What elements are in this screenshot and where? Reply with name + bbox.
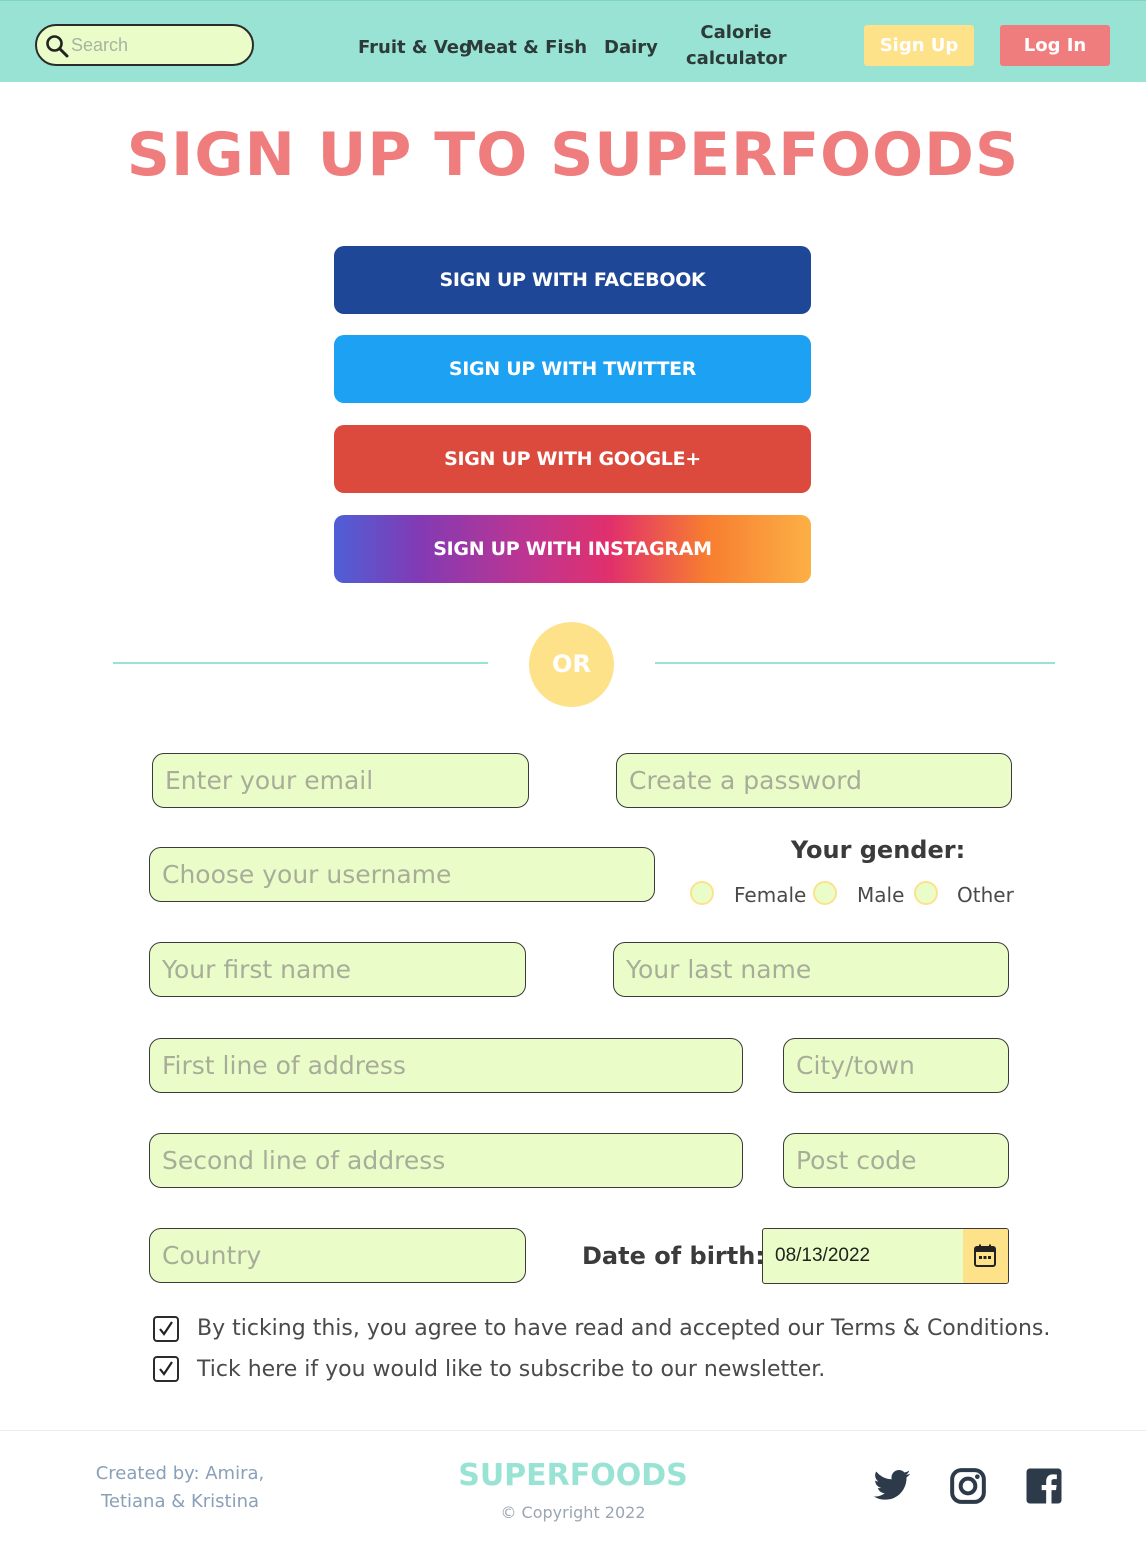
- signup-facebook-button[interactable]: SIGN UP WITH FACEBOOK: [334, 246, 811, 314]
- checkmark-icon: [159, 1321, 173, 1336]
- address-line2-field[interactable]: [149, 1133, 743, 1188]
- address-line1-field[interactable]: [149, 1038, 743, 1093]
- nav-link-dairy[interactable]: Dairy: [604, 37, 658, 58]
- footer-copyright: © Copyright 2022: [500, 1503, 646, 1522]
- newsletter-label: Tick here if you would like to subscribe…: [197, 1357, 826, 1382]
- newsletter-checkbox[interactable]: [153, 1356, 179, 1382]
- calendar-icon: [974, 1244, 996, 1267]
- facebook-icon[interactable]: [1024, 1466, 1064, 1506]
- terms-label: By ticking this, you agree to have read …: [197, 1316, 1051, 1341]
- gender-radio-female[interactable]: [690, 881, 714, 905]
- dob-picker-button[interactable]: [963, 1229, 1008, 1283]
- footer-credit-line1: Created by: Amira,: [95, 1463, 265, 1484]
- postcode-field[interactable]: [783, 1133, 1009, 1188]
- email-field[interactable]: [152, 753, 529, 808]
- gender-label-other: Other: [957, 883, 1014, 907]
- signup-nav-button[interactable]: Sign Up: [864, 25, 974, 66]
- signup-instagram-button[interactable]: SIGN UP WITH INSTAGRAM: [334, 515, 811, 583]
- nav-link-calorie-line2: calculator: [686, 48, 787, 69]
- nav-link-calorie-line1: Calorie: [700, 22, 772, 43]
- nav-link-meat-fish[interactable]: Meat & Fish: [466, 37, 588, 58]
- or-badge: OR: [529, 622, 614, 707]
- search-input[interactable]: [71, 32, 241, 58]
- last-name-field[interactable]: [613, 942, 1009, 997]
- page-title: SIGN UP TO SUPERFOODS: [126, 120, 1020, 190]
- dob-label: Date of birth:: [582, 1242, 765, 1270]
- password-field[interactable]: [616, 753, 1012, 808]
- footer-credit-line2: Tetiana & Kristina: [100, 1491, 260, 1512]
- city-field[interactable]: [783, 1038, 1009, 1093]
- or-divider-right: [655, 662, 1055, 664]
- gender-label-male: Male: [857, 883, 905, 907]
- dob-field[interactable]: 08/13/2022: [762, 1228, 1009, 1284]
- twitter-icon[interactable]: [872, 1466, 912, 1506]
- gender-radio-other[interactable]: [914, 881, 938, 905]
- footer-divider: [0, 1430, 1146, 1431]
- search-box[interactable]: [35, 24, 254, 66]
- checkmark-icon: [159, 1361, 173, 1376]
- gender-title: Your gender:: [790, 836, 966, 864]
- top-nav: Fruit & Veg Meat & Fish Dairy Calorie ca…: [0, 0, 1146, 82]
- gender-radio-male[interactable]: [813, 881, 837, 905]
- username-field[interactable]: [149, 847, 655, 902]
- footer-brand: SUPERFOODS: [458, 1458, 688, 1493]
- gender-label-female: Female: [734, 883, 807, 907]
- search-icon: [46, 35, 69, 58]
- dob-value: 08/13/2022: [775, 1245, 871, 1266]
- nav-link-fruit-veg[interactable]: Fruit & Veg: [358, 37, 472, 58]
- footer-credit: Created by: Amira, Tetiana & Kristina: [80, 1460, 280, 1516]
- terms-checkbox[interactable]: [153, 1316, 179, 1342]
- country-field[interactable]: [149, 1228, 526, 1283]
- or-divider-left: [113, 662, 488, 664]
- login-nav-button[interactable]: Log In: [1000, 25, 1110, 66]
- nav-link-calorie-calculator[interactable]: Calorie calculator: [686, 20, 787, 72]
- signup-twitter-button[interactable]: SIGN UP WITH TWITTER: [334, 335, 811, 403]
- signup-google-button[interactable]: SIGN UP WITH GOOGLE+: [334, 425, 811, 493]
- first-name-field[interactable]: [149, 942, 526, 997]
- instagram-icon[interactable]: [948, 1466, 988, 1506]
